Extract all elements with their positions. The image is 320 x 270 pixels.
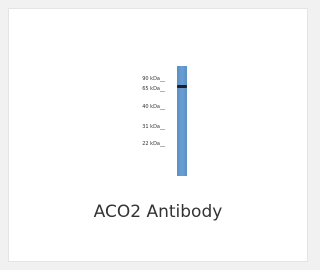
marker-label: 65 kDa__	[142, 86, 165, 92]
product-card[interactable]: ACO2 Antibody 90 kDa__ 65 kDa__ 40 kDa__ 31…	[8, 8, 308, 262]
marker-label: 31 kDa__	[142, 124, 165, 130]
page: ACO2 Antibody 90 kDa__ 65 kDa__ 40 kDa__ 31…	[0, 0, 316, 270]
marker-label: 22 kDa__	[142, 141, 165, 147]
blot-lane	[177, 66, 187, 176]
blot-band	[177, 85, 187, 88]
marker-label: 90 kDa__	[142, 76, 165, 82]
product-title[interactable]: ACO2 Antibody	[9, 202, 307, 222]
marker-label: 40 kDa__	[142, 104, 165, 110]
